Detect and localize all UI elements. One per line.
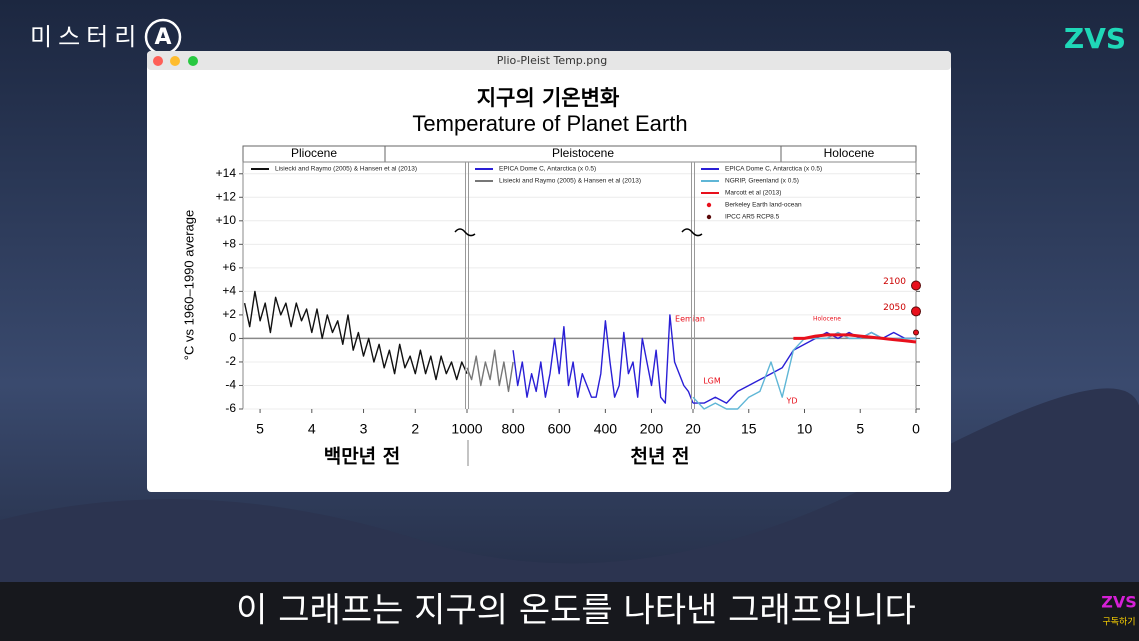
series-line	[243, 290, 468, 381]
channel-badge: A	[154, 25, 171, 50]
annotation: Holocene	[813, 316, 841, 323]
series-line	[512, 314, 694, 404]
annotation: YD	[785, 397, 797, 406]
point-label: 2100	[883, 277, 906, 287]
y-tick-label: -6	[225, 401, 236, 415]
x-tick-label: 15	[741, 421, 757, 437]
legend-label: Lisiecki and Raymo (2005) & Hansen et al…	[275, 166, 417, 173]
x-tick-label: 1000	[451, 421, 482, 437]
chart-title-ko: 지구의 기온변화	[477, 86, 620, 110]
legend-label: Lisiecki and Raymo (2005) & Hansen et al…	[499, 178, 641, 185]
data-point	[911, 306, 921, 317]
zoom-button[interactable]	[188, 56, 198, 66]
close-button[interactable]	[153, 56, 163, 66]
x-tick-label: 5	[856, 421, 864, 437]
y-tick-label: +14	[216, 166, 237, 180]
x-tick-label: 20	[685, 421, 701, 437]
legend-marker	[706, 214, 712, 220]
data-point	[913, 329, 919, 336]
legend-label: IPCC AR5 RCP8.5	[725, 214, 780, 221]
annotation: Eemian	[675, 315, 705, 324]
subtitle: 이 그래프는 지구의 온도를 나타낸 그래프입니다	[236, 591, 916, 631]
y-tick-label: -4	[225, 378, 236, 392]
legend-marker	[706, 202, 712, 208]
y-tick-label: +4	[222, 284, 236, 298]
legend-label: EPICA Dome C, Antarctica (x 0.5)	[725, 166, 822, 173]
x-tick-label: 2	[411, 421, 419, 437]
x-tick-label: 10	[797, 421, 813, 437]
x-unit-label: 천년 전	[630, 446, 689, 468]
y-tick-label: +2	[222, 307, 236, 321]
era-label: Pleistocene	[552, 146, 614, 160]
era-label: Holocene	[824, 146, 875, 160]
y-axis-label: °C vs 1960–1990 average	[181, 210, 196, 360]
plot: -6 -4 -2 0 +2 +4 +6 +8 +10 +12 +14 5 4 3 2 Lisiecki and…	[216, 161, 921, 437]
era-label: Pliocene	[291, 146, 337, 160]
y-tick-label: +8	[222, 237, 236, 251]
chart-title: Temperature of Planet Earth	[412, 111, 687, 136]
y-tick-label: 0	[229, 331, 236, 345]
y-tick-label: +10	[216, 213, 237, 227]
logo: ZVS	[1064, 22, 1126, 55]
x-tick-label: 400	[594, 421, 618, 437]
series-line	[466, 349, 514, 393]
x-unit-label: 백만년 전	[324, 446, 401, 468]
y-tick-label: -2	[225, 354, 236, 368]
annotation: LGM	[703, 377, 721, 386]
x-tick-label: 0	[912, 421, 920, 437]
subscribe-label[interactable]: 구독하기	[1102, 617, 1135, 628]
window-title: Plio-Pleist Temp.png	[497, 54, 607, 67]
x-tick-label: 600	[548, 421, 572, 437]
x-tick-label: 5	[256, 421, 264, 437]
legend-label: Berkeley Earth land-ocean	[725, 202, 802, 209]
minimize-button[interactable]	[170, 56, 180, 66]
dune	[0, 388, 1139, 641]
x-tick-label: 4	[308, 421, 316, 437]
x-tick-label: 200	[640, 421, 664, 437]
legend-label: Marcott et al (2013)	[725, 190, 781, 197]
point-label: 2050	[883, 303, 906, 313]
y-tick-label: +12	[216, 189, 237, 203]
y-tick-label: +6	[222, 260, 236, 274]
x-tick-label: 800	[501, 421, 525, 437]
subscribe-logo[interactable]: ZVS	[1101, 593, 1137, 612]
legend-label: NGRIP, Greenland (x 0.5)	[725, 178, 799, 185]
subtitle-bar	[0, 582, 1139, 641]
axis-break	[454, 228, 703, 237]
series-line	[793, 333, 917, 344]
data-point	[911, 280, 921, 291]
window	[147, 51, 951, 492]
title-bar	[147, 51, 951, 70]
legend-label: EPICA Dome C, Antarctica (x 0.5)	[499, 166, 596, 173]
x-tick-label: 3	[360, 421, 368, 437]
channel-name: 미스터리	[30, 23, 142, 51]
